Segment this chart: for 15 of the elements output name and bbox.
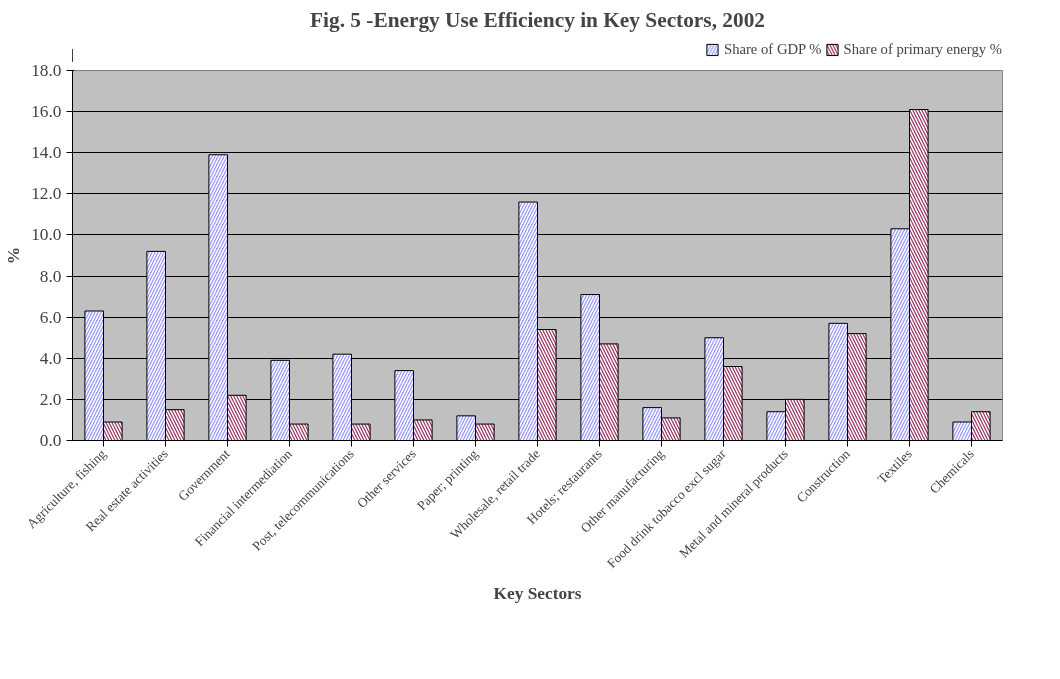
y-axis-title: %: [4, 246, 24, 265]
y-tick-label: 14.0: [31, 143, 62, 163]
y-tick-label: 6.0: [39, 307, 62, 327]
y-tick-label: 8.0: [39, 266, 62, 286]
y-tick-label: 10.0: [31, 225, 62, 245]
x-axis-title: Key Sectors: [493, 584, 582, 604]
y-tick-label: 18.0: [31, 61, 62, 80]
legend-label: Share of primary energy %: [843, 40, 1002, 58]
y-tick-label: 4.0: [39, 348, 62, 368]
chart-title: Fig. 5 -Energy Use Efficiency in Key Sectors, 2002: [310, 7, 765, 32]
legend-label: Share of GDP %: [723, 40, 822, 58]
y-tick-label: 0.0: [39, 431, 62, 450]
y-tick-label: 16.0: [31, 102, 62, 122]
y-tick-label: 12.0: [31, 184, 62, 204]
y-tick-label: 2.0: [39, 389, 62, 409]
